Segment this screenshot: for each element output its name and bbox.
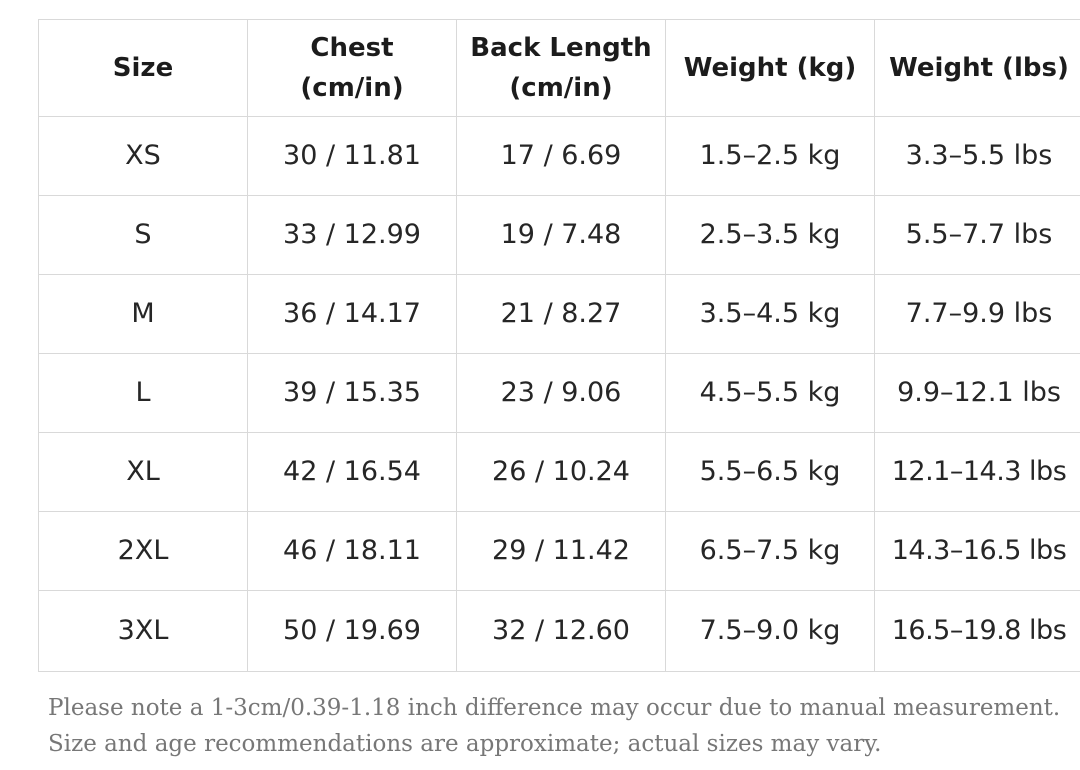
cell-weight-lbs: 7.7–9.9 lbs bbox=[874, 274, 1080, 354]
header-back-length: Back Length (cm/in) bbox=[456, 19, 666, 117]
cell-chest: 30 / 11.81 bbox=[247, 116, 457, 196]
cell-back-length: 21 / 8.27 bbox=[456, 274, 666, 354]
cell-weight-lbs: 14.3–16.5 lbs bbox=[874, 511, 1080, 591]
measurement-note-line-2: Size and age recommendations are approxi… bbox=[48, 731, 882, 757]
cell-weight-kg: 7.5–9.0 kg bbox=[665, 590, 875, 672]
cell-chest: 46 / 18.11 bbox=[247, 511, 457, 591]
cell-back-length: 26 / 10.24 bbox=[456, 432, 666, 512]
cell-size: XS bbox=[38, 116, 248, 196]
table-row: M 36 / 14.17 21 / 8.27 3.5–4.5 kg 7.7–9.… bbox=[38, 274, 1080, 354]
cell-weight-kg: 3.5–4.5 kg bbox=[665, 274, 875, 354]
header-chest: Chest (cm/in) bbox=[247, 19, 457, 117]
cell-weight-kg: 5.5–6.5 kg bbox=[665, 432, 875, 512]
cell-back-length: 23 / 9.06 bbox=[456, 353, 666, 433]
table-row: L 39 / 15.35 23 / 9.06 4.5–5.5 kg 9.9–12… bbox=[38, 353, 1080, 433]
cell-weight-lbs: 5.5–7.7 lbs bbox=[874, 195, 1080, 275]
cell-chest: 39 / 15.35 bbox=[247, 353, 457, 433]
table-row: XS 30 / 11.81 17 / 6.69 1.5–2.5 kg 3.3–5… bbox=[38, 116, 1080, 196]
header-chest-unit: (cm/in) bbox=[300, 73, 404, 103]
cell-weight-lbs: 16.5–19.8 lbs bbox=[874, 590, 1080, 672]
cell-size: M bbox=[38, 274, 248, 354]
header-weight-lbs: Weight (lbs) bbox=[874, 19, 1080, 117]
cell-size: 3XL bbox=[38, 590, 248, 672]
cell-back-length: 17 / 6.69 bbox=[456, 116, 666, 196]
cell-back-length: 29 / 11.42 bbox=[456, 511, 666, 591]
size-chart-table: Size Chest (cm/in) Back Length (cm/in) W… bbox=[38, 19, 1080, 672]
header-back-length-unit: (cm/in) bbox=[509, 73, 613, 103]
table-header-row: Size Chest (cm/in) Back Length (cm/in) W… bbox=[38, 19, 1080, 117]
header-weight-kg: Weight (kg) bbox=[665, 19, 875, 117]
cell-weight-kg: 2.5–3.5 kg bbox=[665, 195, 875, 275]
measurement-note-line-1: Please note a 1-3cm/0.39-1.18 inch diffe… bbox=[48, 695, 1061, 721]
cell-weight-lbs: 3.3–5.5 lbs bbox=[874, 116, 1080, 196]
measurement-note: Please note a 1-3cm/0.39-1.18 inch diffe… bbox=[48, 690, 1073, 762]
cell-size: XL bbox=[38, 432, 248, 512]
cell-back-length: 19 / 7.48 bbox=[456, 195, 666, 275]
cell-weight-kg: 4.5–5.5 kg bbox=[665, 353, 875, 433]
cell-weight-lbs: 12.1–14.3 lbs bbox=[874, 432, 1080, 512]
cell-size: S bbox=[38, 195, 248, 275]
table-row: S 33 / 12.99 19 / 7.48 2.5–3.5 kg 5.5–7.… bbox=[38, 195, 1080, 275]
cell-weight-kg: 1.5–2.5 kg bbox=[665, 116, 875, 196]
header-size: Size bbox=[38, 19, 248, 117]
table-row: 3XL 50 / 19.69 32 / 12.60 7.5–9.0 kg 16.… bbox=[38, 590, 1080, 672]
cell-back-length: 32 / 12.60 bbox=[456, 590, 666, 672]
cell-chest: 50 / 19.69 bbox=[247, 590, 457, 672]
table-row: XL 42 / 16.54 26 / 10.24 5.5–6.5 kg 12.1… bbox=[38, 432, 1080, 512]
table-row: 2XL 46 / 18.11 29 / 11.42 6.5–7.5 kg 14.… bbox=[38, 511, 1080, 591]
header-chest-label: Chest bbox=[310, 33, 394, 63]
cell-size: 2XL bbox=[38, 511, 248, 591]
header-back-length-label: Back Length bbox=[470, 33, 652, 63]
cell-chest: 42 / 16.54 bbox=[247, 432, 457, 512]
cell-weight-lbs: 9.9–12.1 lbs bbox=[874, 353, 1080, 433]
cell-weight-kg: 6.5–7.5 kg bbox=[665, 511, 875, 591]
cell-chest: 36 / 14.17 bbox=[247, 274, 457, 354]
cell-size: L bbox=[38, 353, 248, 433]
cell-chest: 33 / 12.99 bbox=[247, 195, 457, 275]
